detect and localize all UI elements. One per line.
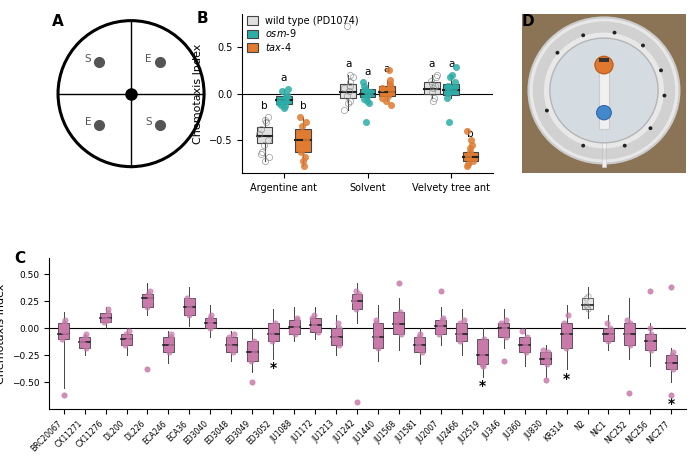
Text: a: a	[345, 60, 351, 69]
Text: a: a	[448, 60, 454, 69]
Circle shape	[641, 44, 645, 48]
Text: B: B	[197, 11, 209, 26]
Circle shape	[581, 144, 585, 148]
FancyBboxPatch shape	[340, 84, 356, 99]
Circle shape	[545, 109, 549, 112]
FancyBboxPatch shape	[582, 298, 593, 309]
Text: a: a	[428, 60, 435, 69]
Text: *: *	[563, 372, 570, 386]
FancyBboxPatch shape	[443, 84, 459, 95]
Text: a: a	[384, 64, 390, 74]
FancyBboxPatch shape	[295, 129, 311, 151]
Text: *: *	[270, 361, 276, 375]
FancyBboxPatch shape	[435, 320, 447, 334]
FancyBboxPatch shape	[351, 294, 363, 309]
Circle shape	[595, 56, 613, 74]
FancyBboxPatch shape	[205, 317, 216, 328]
Text: D: D	[522, 14, 535, 30]
FancyBboxPatch shape	[393, 312, 405, 334]
Circle shape	[556, 51, 559, 55]
Text: S: S	[85, 54, 92, 64]
Circle shape	[550, 38, 658, 143]
Text: C: C	[14, 251, 25, 266]
Circle shape	[596, 106, 611, 120]
Text: b: b	[300, 101, 307, 111]
FancyBboxPatch shape	[58, 323, 69, 339]
Text: S: S	[145, 117, 152, 127]
FancyBboxPatch shape	[414, 337, 426, 352]
FancyBboxPatch shape	[121, 334, 132, 345]
Circle shape	[581, 33, 585, 37]
FancyBboxPatch shape	[309, 317, 321, 332]
Text: A: A	[52, 14, 64, 30]
FancyBboxPatch shape	[184, 298, 195, 316]
Text: *: *	[480, 379, 486, 393]
FancyBboxPatch shape	[561, 323, 572, 348]
FancyBboxPatch shape	[372, 323, 384, 348]
Text: a: a	[281, 73, 287, 83]
FancyBboxPatch shape	[330, 328, 342, 345]
Circle shape	[623, 144, 626, 148]
Text: b: b	[467, 129, 474, 139]
Bar	[598, 58, 609, 62]
FancyBboxPatch shape	[477, 339, 488, 364]
Y-axis label: Chemotaxis Index: Chemotaxis Index	[193, 43, 203, 144]
FancyBboxPatch shape	[163, 337, 174, 352]
Circle shape	[662, 94, 666, 98]
Text: *: *	[668, 397, 675, 411]
FancyBboxPatch shape	[247, 341, 258, 361]
FancyBboxPatch shape	[268, 323, 279, 341]
FancyBboxPatch shape	[603, 328, 614, 341]
FancyBboxPatch shape	[540, 352, 551, 364]
Text: E: E	[85, 117, 92, 127]
Bar	[601, 127, 606, 167]
Circle shape	[528, 18, 680, 163]
Text: E: E	[145, 54, 152, 64]
FancyBboxPatch shape	[257, 127, 272, 143]
Text: a: a	[364, 67, 371, 77]
Text: b: b	[261, 101, 268, 111]
FancyBboxPatch shape	[142, 294, 153, 307]
Y-axis label: Chemotaxis Index: Chemotaxis Index	[0, 284, 6, 384]
FancyBboxPatch shape	[645, 334, 656, 350]
FancyBboxPatch shape	[276, 96, 292, 104]
FancyBboxPatch shape	[379, 86, 395, 97]
FancyBboxPatch shape	[424, 82, 440, 94]
FancyBboxPatch shape	[463, 151, 478, 161]
Circle shape	[612, 31, 617, 35]
Legend: wild type (PD1074), $\it{osm}$-$\it{9}$, $\it{tax}$-$\it{4}$: wild type (PD1074), $\it{osm}$-$\it{9}$,…	[247, 16, 359, 53]
FancyBboxPatch shape	[498, 323, 509, 337]
FancyBboxPatch shape	[226, 337, 237, 352]
Circle shape	[648, 126, 652, 130]
FancyBboxPatch shape	[624, 323, 635, 345]
FancyBboxPatch shape	[79, 337, 90, 348]
FancyBboxPatch shape	[288, 320, 300, 334]
FancyBboxPatch shape	[519, 337, 530, 352]
FancyBboxPatch shape	[666, 356, 677, 369]
FancyBboxPatch shape	[100, 313, 111, 322]
Bar	[599, 68, 609, 129]
Circle shape	[659, 69, 663, 72]
FancyBboxPatch shape	[360, 89, 375, 98]
FancyBboxPatch shape	[456, 323, 467, 341]
